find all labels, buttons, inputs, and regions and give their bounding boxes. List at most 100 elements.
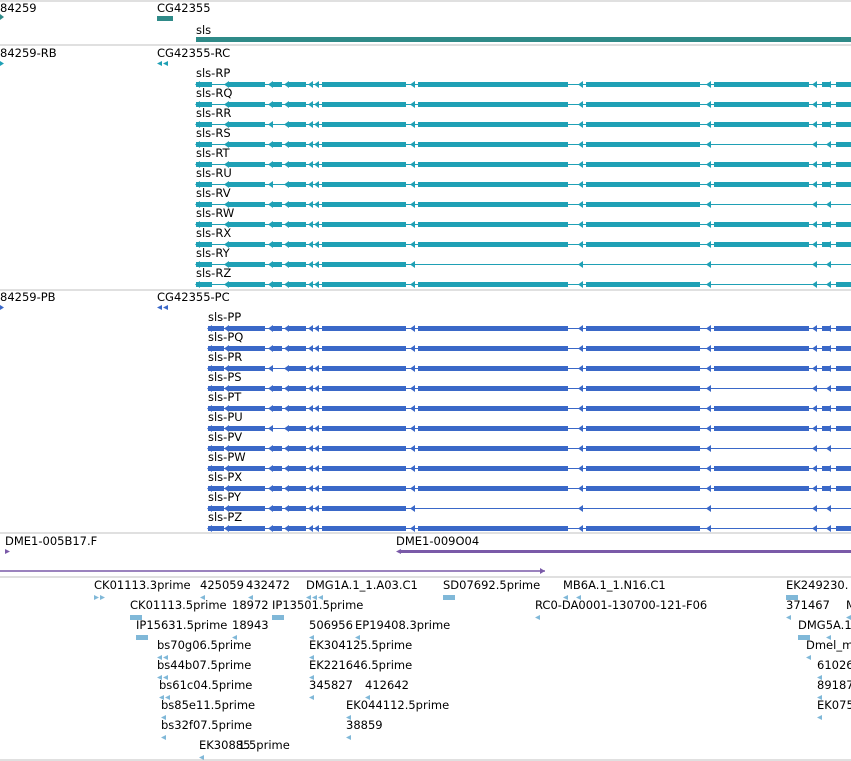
exon-block[interactable] <box>836 426 851 431</box>
exon-block[interactable] <box>586 242 700 247</box>
gene-arrow[interactable] <box>0 14 4 20</box>
exon-block[interactable] <box>208 506 224 511</box>
exon-block[interactable] <box>229 426 265 431</box>
exon-block[interactable] <box>229 366 265 371</box>
exon-block[interactable] <box>418 326 568 331</box>
exon-block[interactable] <box>208 466 224 471</box>
transcript-label[interactable]: sls-PS <box>208 370 242 384</box>
exon-block[interactable] <box>208 386 224 391</box>
transcript-label[interactable]: sls-PP <box>208 310 241 324</box>
exon-block[interactable] <box>418 446 568 451</box>
exon-block[interactable] <box>272 262 282 267</box>
exon-block[interactable] <box>288 222 306 227</box>
est-block[interactable] <box>798 635 810 640</box>
exon-block[interactable] <box>288 466 306 471</box>
exon-block[interactable] <box>836 346 851 351</box>
exon-block[interactable] <box>418 122 568 127</box>
exon-block[interactable] <box>714 426 809 431</box>
exon-block[interactable] <box>322 82 406 87</box>
exon-block[interactable] <box>586 202 700 207</box>
exon-block[interactable] <box>418 486 568 491</box>
exon-block[interactable] <box>288 142 306 147</box>
exon-block[interactable] <box>418 466 568 471</box>
exon-block[interactable] <box>196 242 212 247</box>
exon-block[interactable] <box>418 406 568 411</box>
transcript-label[interactable]: sls-RU <box>196 166 232 180</box>
exon-block[interactable] <box>836 162 851 167</box>
exon-block[interactable] <box>272 326 282 331</box>
exon-block[interactable] <box>836 282 851 287</box>
exon-block[interactable] <box>836 326 851 331</box>
exon-block[interactable] <box>586 222 700 227</box>
est-label[interactable]: 425059 <box>200 578 244 592</box>
exon-block[interactable] <box>208 346 224 351</box>
exon-block[interactable] <box>586 326 700 331</box>
est-label[interactable]: 89187 <box>817 678 851 692</box>
exon-block[interactable] <box>229 466 265 471</box>
exon-block[interactable] <box>229 162 265 167</box>
gene-block-sls[interactable] <box>196 37 851 42</box>
est-label[interactable]: EK075 <box>817 698 851 712</box>
est-label[interactable]: 61026 <box>817 658 851 672</box>
est-label[interactable]: CK01113.5prime <box>130 598 227 612</box>
transcript-label[interactable]: sls-PQ <box>208 330 243 344</box>
exon-block[interactable] <box>586 282 700 287</box>
exon-block[interactable] <box>196 102 212 107</box>
exon-block[interactable] <box>208 406 224 411</box>
exon-block[interactable] <box>836 386 851 391</box>
est-label[interactable]: IP13501.5prime <box>272 598 363 612</box>
exon-block[interactable] <box>229 506 265 511</box>
exon-block[interactable] <box>272 506 282 511</box>
transcript-label[interactable]: sls-RS <box>196 126 231 140</box>
exon-block[interactable] <box>196 142 212 147</box>
exon-block[interactable] <box>229 142 265 147</box>
exon-block[interactable] <box>288 82 306 87</box>
transcript-label[interactable]: sls-PW <box>208 450 246 464</box>
exon-block[interactable] <box>714 182 809 187</box>
exon-block[interactable] <box>196 262 212 267</box>
exon-block[interactable] <box>208 526 224 531</box>
exon-block[interactable] <box>208 446 224 451</box>
exon-block[interactable] <box>288 346 306 351</box>
transcript-label[interactable]: sls-PU <box>208 410 243 424</box>
exon-block[interactable] <box>208 326 224 331</box>
exon-block[interactable] <box>288 122 306 127</box>
exon-block[interactable] <box>836 526 851 531</box>
exon-block[interactable] <box>229 242 265 247</box>
exon-block[interactable] <box>229 486 265 491</box>
exon-block[interactable] <box>322 526 406 531</box>
exon-block[interactable] <box>272 526 282 531</box>
est-label[interactable]: EK30885 <box>199 738 250 752</box>
exon-block[interactable] <box>322 446 406 451</box>
exon-block[interactable] <box>288 526 306 531</box>
exon-block[interactable] <box>229 446 265 451</box>
transcript-label[interactable]: sls-PZ <box>208 510 242 524</box>
exon-block[interactable] <box>196 82 212 87</box>
exon-block[interactable] <box>196 122 212 127</box>
exon-block[interactable] <box>322 142 406 147</box>
transcript-label[interactable]: sls-RQ <box>196 86 232 100</box>
exon-block[interactable] <box>418 182 568 187</box>
est-label[interactable]: EK304125.5prime <box>309 638 412 652</box>
exon-block[interactable] <box>272 446 282 451</box>
transcript-label[interactable]: CG42355-PC <box>157 290 230 304</box>
clone-bar[interactable] <box>401 550 851 553</box>
transcript-label[interactable]: sls-PX <box>208 470 242 484</box>
exon-block[interactable] <box>418 82 568 87</box>
est-block[interactable] <box>130 615 142 620</box>
exon-block[interactable] <box>229 386 265 391</box>
est-label[interactable]: M <box>846 598 851 612</box>
exon-block[interactable] <box>288 262 306 267</box>
exon-block[interactable] <box>586 366 700 371</box>
est-label[interactable]: 1.5prime <box>238 738 290 752</box>
exon-block[interactable] <box>272 142 282 147</box>
transcript-label[interactable]: sls-PV <box>208 430 242 444</box>
exon-block[interactable] <box>322 262 406 267</box>
exon-block[interactable] <box>322 426 406 431</box>
exon-block[interactable] <box>418 142 568 147</box>
exon-block[interactable] <box>322 222 406 227</box>
est-label[interactable]: bs61c04.5prime <box>159 678 252 692</box>
transcript-label[interactable]: sls-PT <box>208 390 242 404</box>
est-label[interactable]: bs32f07.5prime <box>161 718 252 732</box>
exon-block[interactable] <box>196 222 212 227</box>
